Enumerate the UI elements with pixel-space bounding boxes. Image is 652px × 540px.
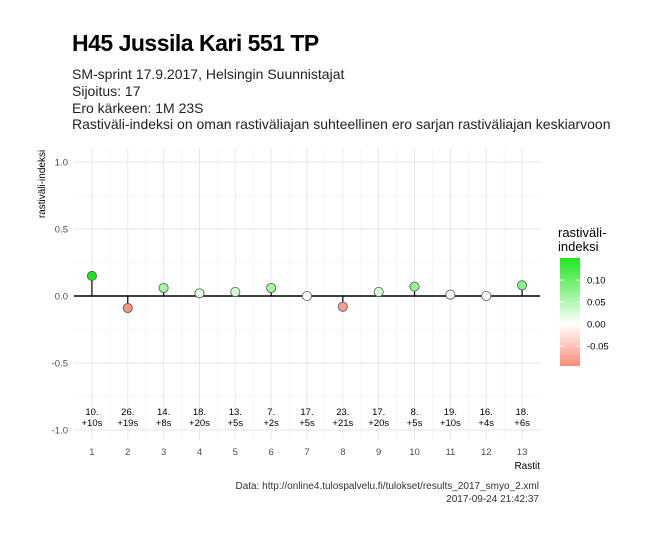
point-label-diff: +10s xyxy=(440,418,461,429)
y-tick-label: 0.0 xyxy=(55,292,68,303)
point-label-rank: 14. xyxy=(157,407,170,418)
point-label-diff: +5s xyxy=(299,418,315,429)
data-point xyxy=(301,290,312,301)
point-label-rank: 7. xyxy=(267,407,275,418)
x-tick-label: 9 xyxy=(376,447,381,458)
y-axis-title: rastiväli-indeksi xyxy=(37,150,48,218)
legend-title-line1: rastiväli- xyxy=(558,225,606,240)
caption-timestamp: 2017-09-24 21:42:37 xyxy=(446,494,539,505)
data-point xyxy=(266,282,277,293)
x-tick-label: 7 xyxy=(304,447,309,458)
legend-tick-label: 0.05 xyxy=(587,298,606,309)
point-label-rank: 26. xyxy=(121,407,134,418)
x-tick-label: 13 xyxy=(517,447,528,458)
point-label-diff: +21s xyxy=(332,418,353,429)
subtitle-gap: Ero kärkeen: 1M 23S xyxy=(72,100,204,116)
point-label-diff: +20s xyxy=(189,418,210,429)
legend-tick-label: 0.10 xyxy=(587,276,606,287)
point-label-diff: +6s xyxy=(514,418,530,429)
data-point xyxy=(445,289,456,300)
y-tick-label: -1.0 xyxy=(52,426,68,437)
data-point xyxy=(158,282,169,293)
point-label-diff: +10s xyxy=(81,418,102,429)
data-point xyxy=(481,290,492,301)
point-label-rank: 19. xyxy=(444,407,457,418)
x-tick-label: 5 xyxy=(233,447,238,458)
point-label-diff: +8s xyxy=(156,418,172,429)
x-tick-label: 1 xyxy=(89,447,94,458)
point-label-rank: 17. xyxy=(300,407,313,418)
point-label-diff: +5s xyxy=(407,418,423,429)
point-label-rank: 17. xyxy=(372,407,385,418)
point-label-rank: 18. xyxy=(193,407,206,418)
point-label-rank: 10. xyxy=(85,407,98,418)
subtitle-description: Rastiväli-indeksi on oman rastiväliajan … xyxy=(72,116,611,132)
y-tick-label: 1.0 xyxy=(55,158,68,169)
x-tick-label: 10 xyxy=(409,447,420,458)
y-tick-label: -0.5 xyxy=(52,359,68,370)
point-label-diff: +5s xyxy=(228,418,244,429)
data-point xyxy=(409,281,420,292)
point-label-rank: 13. xyxy=(229,407,242,418)
point-label-rank: 23. xyxy=(336,407,349,418)
point-label-rank: 18. xyxy=(515,407,528,418)
x-tick-label: 11 xyxy=(445,447,455,458)
point-label-diff: +2s xyxy=(263,418,279,429)
chart-title: H45 Jussila Kari 551 TP xyxy=(72,30,319,56)
x-tick-label: 4 xyxy=(197,447,202,458)
x-axis-title: Rastit xyxy=(514,461,540,472)
y-tick-label: 0.5 xyxy=(55,225,68,236)
subtitle-placement: Sijoitus: 17 xyxy=(72,83,141,99)
subtitle-event: SM-sprint 17.9.2017, Helsingin Suunnista… xyxy=(72,66,345,82)
legend-title-line2: indeksi xyxy=(558,239,599,254)
x-tick-label: 3 xyxy=(161,447,166,458)
x-tick-label: 12 xyxy=(481,447,492,458)
caption-source: Data: http://online4.tulospalvelu.fi/tul… xyxy=(235,481,539,492)
data-point xyxy=(230,286,241,297)
point-label-diff: +20s xyxy=(368,418,389,429)
legend-tick-label: 0.00 xyxy=(587,320,606,331)
legend-tick-label: -0.05 xyxy=(587,342,609,353)
data-point xyxy=(122,303,133,314)
point-label-rank: 16. xyxy=(480,407,493,418)
point-label-diff: +4s xyxy=(478,418,494,429)
data-point xyxy=(86,270,97,281)
data-point xyxy=(517,280,528,291)
data-point xyxy=(337,301,348,312)
x-tick-label: 2 xyxy=(125,447,130,458)
x-tick-label: 8 xyxy=(340,447,345,458)
x-tick-label: 6 xyxy=(269,447,274,458)
legend-colorbar xyxy=(560,258,580,366)
data-point xyxy=(373,286,384,297)
data-point xyxy=(194,288,205,299)
point-label-rank: 8. xyxy=(411,407,419,418)
point-label-diff: +19s xyxy=(117,418,138,429)
